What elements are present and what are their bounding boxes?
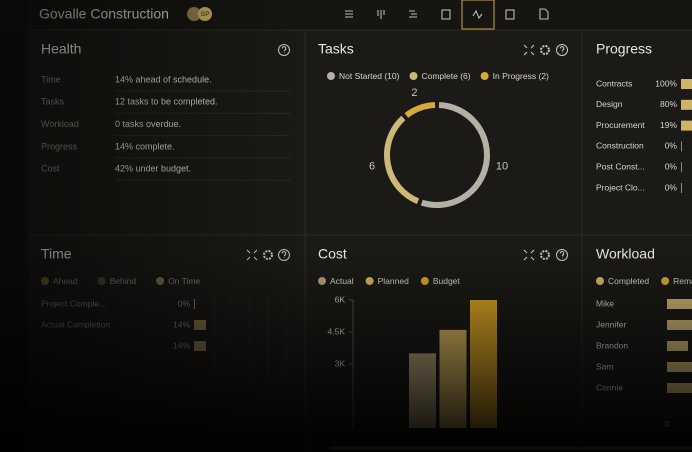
panel-title: Cost (318, 246, 347, 262)
progress-bar (681, 120, 692, 131)
cost-bar (470, 300, 497, 428)
row-label: Mike (596, 298, 614, 308)
value-label: 0% (665, 141, 678, 151)
row-label: Progress (41, 141, 78, 151)
row-text: 42% under budget. (115, 164, 191, 174)
legend-swatch (327, 72, 335, 80)
progress-bar (681, 99, 692, 110)
legend-label: Planned (378, 276, 409, 286)
donut-label: 10 (496, 160, 508, 172)
legend-label: Actual (330, 276, 354, 286)
legend-swatch (409, 72, 418, 80)
panel-title: Tasks (318, 41, 354, 57)
value-label: 19% (660, 120, 677, 130)
legend-swatch (420, 277, 429, 285)
workload-bar (667, 383, 692, 393)
row-label: Tasks (41, 97, 65, 107)
progress-bar (681, 141, 682, 152)
workload-bar (667, 362, 692, 372)
legend-label: Completed (608, 276, 649, 286)
row-text: 14% complete. (115, 141, 175, 151)
row-text: 12 tasks to be completed. (115, 97, 218, 107)
app-title: Govalle Construction (39, 6, 169, 22)
row-label: Project Comple... (41, 298, 106, 308)
donut-label: 6 (369, 160, 375, 172)
workload-bar (667, 320, 692, 330)
time-bar (194, 320, 206, 330)
value-label: 14% (173, 340, 190, 350)
value-label: 0% (665, 161, 678, 171)
y-tick-label: 6K (335, 294, 346, 304)
donut-label: 2 (411, 87, 417, 99)
legend-swatch (318, 277, 326, 285)
row-label: Time (41, 74, 61, 84)
cost-bar (439, 329, 467, 428)
row-text: 14% ahead of schedule. (115, 74, 212, 84)
progress-bar (681, 79, 692, 89)
legend-swatch (97, 277, 106, 285)
time-bar (194, 341, 206, 351)
workload-bar (667, 299, 692, 309)
panel-title: Progress (596, 41, 652, 57)
legend-swatch (41, 277, 49, 285)
legend-label: On Time (168, 276, 200, 286)
legend-label: Not Started (10) (339, 71, 400, 81)
panel-title: Time (41, 246, 72, 262)
y-tick-label: 4.5K (328, 326, 346, 336)
legend-swatch (480, 72, 489, 80)
time-bar (194, 299, 195, 309)
cost-bar (409, 353, 436, 428)
legend-label: Ahead (53, 276, 78, 286)
row-label: Construction (596, 141, 644, 151)
row-label: Sam (596, 361, 613, 371)
avatar-initials: GP (201, 12, 210, 18)
row-label: Post Const... (596, 161, 645, 171)
y-tick-label: 3K (335, 358, 346, 368)
row-label: Project Clo... (596, 182, 645, 192)
legend-swatch (661, 277, 670, 285)
panel-title: Workload (596, 246, 655, 262)
legend-swatch (596, 277, 604, 285)
legend-label: Budget (433, 276, 461, 286)
row-label: Procurement (596, 120, 645, 130)
value-label: 0% (665, 182, 678, 192)
value-label: 100% (655, 78, 677, 88)
progress-bar (681, 183, 682, 193)
row-label: Brandon (596, 340, 628, 350)
value-label: 14% (173, 319, 190, 329)
legend-label: In Progress (2) (493, 71, 549, 81)
progress-bar (681, 162, 682, 173)
row-label: Workload (41, 119, 79, 129)
row-label: Cost (41, 164, 60, 174)
row-label: Connie (596, 382, 623, 392)
panel-title: Health (41, 41, 81, 57)
x-tick-label: 0 (665, 420, 670, 429)
legend-label: Behind (110, 276, 137, 286)
value-label: 0% (178, 298, 191, 308)
row-label: Contracts (596, 78, 632, 88)
row-label: Actual Completion (41, 319, 110, 329)
row-text: 0 tasks overdue. (115, 119, 181, 129)
row-label: Jennifer (596, 319, 626, 329)
row-label: Design (596, 99, 623, 109)
sidebar (0, 0, 30, 452)
legend-swatch (365, 277, 374, 285)
value-label: 80% (660, 99, 677, 109)
legend-swatch (156, 277, 165, 285)
legend-label: Complete (6) (421, 71, 470, 81)
workload-bar (667, 341, 688, 351)
legend-label: Remai... (673, 276, 692, 286)
